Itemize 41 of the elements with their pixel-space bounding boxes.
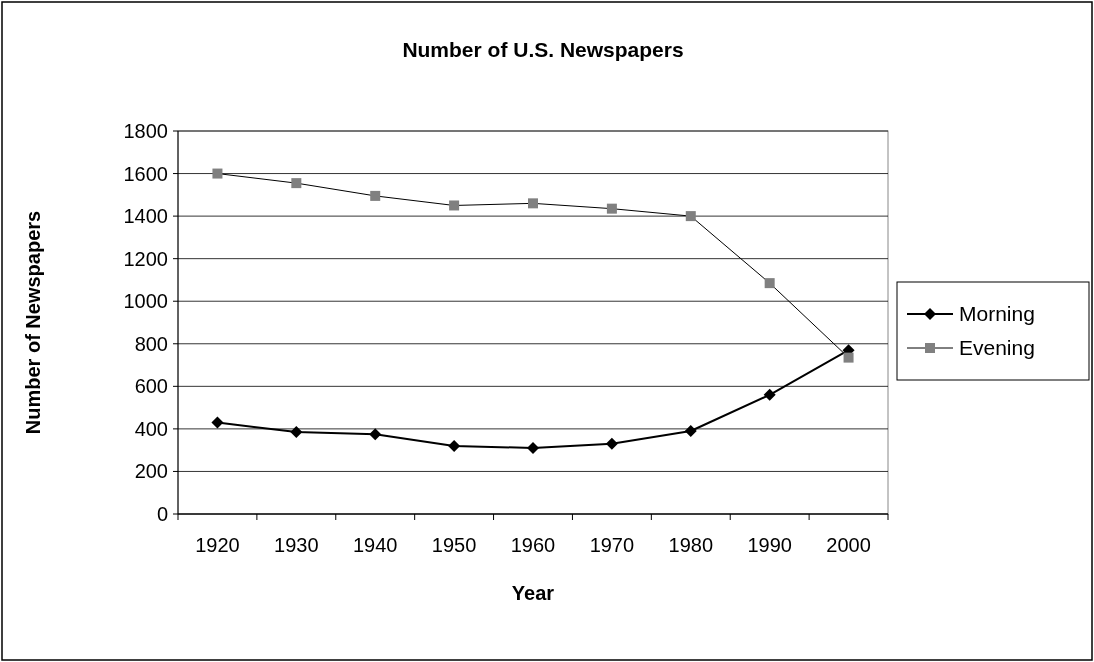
x-tick-label: 1930: [274, 534, 319, 556]
point: [212, 168, 223, 179]
y-tick-label: 1200: [123, 247, 168, 270]
point: [449, 200, 460, 211]
point: [528, 198, 538, 209]
x-tick-label: 1960: [510, 534, 556, 556]
y-axis-title: Number of Newspapers: [22, 210, 44, 435]
point: [370, 190, 381, 201]
point: [291, 178, 302, 189]
x-tick-label: 1920: [195, 534, 240, 556]
x-tick-label: 1950: [431, 534, 477, 556]
point: [369, 428, 382, 441]
y-tick-label: 1400: [123, 205, 168, 228]
point: [448, 439, 461, 452]
y-tick-label: 1800: [123, 120, 168, 142]
x-tick-label: 1980: [668, 534, 714, 556]
legend-label: Morning: [959, 302, 1035, 326]
point: [527, 442, 539, 455]
point: [764, 278, 775, 289]
x-tick-label: 1940: [352, 534, 398, 556]
point: [211, 416, 224, 429]
point: [684, 425, 697, 438]
y-tick-label: 0: [156, 503, 168, 525]
point: [606, 203, 617, 214]
y-tick-label: 1000: [123, 290, 168, 313]
y-tick-label: 800: [134, 332, 168, 355]
point: [843, 352, 854, 363]
y-tick-label: 200: [134, 460, 168, 483]
chart-title: Number of U.S. Newspapers: [402, 38, 684, 61]
point: [763, 388, 776, 401]
point: [290, 426, 303, 439]
y-tick-label: 1600: [123, 162, 168, 185]
point: [685, 211, 696, 222]
x-tick-label: 1990: [747, 534, 792, 556]
y-tick-label: 400: [134, 417, 168, 440]
x-tick-label: 2000: [826, 534, 871, 556]
legend-label: Evening: [959, 336, 1035, 360]
x-tick-label: 1970: [589, 534, 635, 556]
point: [605, 437, 618, 450]
x-axis-title: Year: [511, 582, 555, 604]
y-tick-label: 600: [134, 375, 168, 398]
